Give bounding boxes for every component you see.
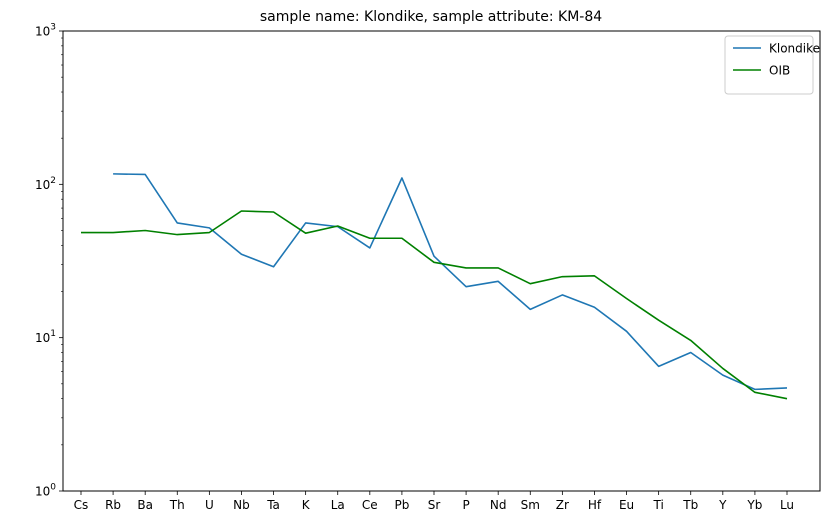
x-tick-label: Lu [780,498,794,512]
x-tick-label: La [331,498,345,512]
y-tick-base: 10 [35,485,50,499]
x-tick-label: Pb [394,498,409,512]
x-tick-label: Cs [74,498,89,512]
series-line-klondike [113,173,788,391]
x-tick-label: Nb [233,498,250,512]
x-tick-label: Y [718,498,727,512]
y-tick-exponent: 0 [50,483,56,493]
x-tick-label: Zr [556,498,569,512]
x-tick-label: Eu [619,498,634,512]
x-tick-label: Rb [105,498,121,512]
legend-label: OIB [769,64,790,78]
x-tick-label: Ti [652,498,663,512]
plot-frame [62,30,821,492]
series-layer [81,173,788,400]
x-tick-label: Sr [428,498,441,512]
y-tick-exponent: 1 [50,329,56,339]
x-tick-label: Yb [746,498,762,512]
x-tick-label: Ce [362,498,378,512]
x-tick-label: U [205,498,214,512]
x-tick-label: Hf [588,498,602,512]
y-tick-label: 100 [35,483,56,499]
y-tick-exponent: 3 [50,23,56,33]
y-tick-base: 10 [35,331,50,345]
chart-title: sample name: Klondike, sample attribute:… [260,9,602,25]
legend-box [724,35,814,95]
y-tick-base: 10 [35,25,50,39]
x-tick-label: P [462,498,469,512]
y-tick-label: 101 [35,329,56,345]
legend: Klondike OIB [724,35,820,95]
x-tick-label: Tb [682,498,698,512]
x-tick-label: K [302,498,311,512]
x-tick-label: Th [169,498,185,512]
y-tick-exponent: 2 [50,176,56,186]
y-tick-label: 102 [35,176,56,192]
x-axis: Cs Rb Ba Th U Nb Ta K La Ce Pb Sr P Nd Sm Zr Hf Eu Ti Tb Y Yb… [74,491,794,512]
x-tick-label: Ta [266,498,280,512]
y-tick-label: 103 [35,23,56,39]
series-line-oib [81,210,788,400]
y-tick-base: 10 [35,178,50,192]
x-tick-label: Ba [137,498,153,512]
legend-label: Klondike [769,42,820,56]
x-tick-label: Sm [521,498,540,512]
x-tick-label: Nd [490,498,507,512]
